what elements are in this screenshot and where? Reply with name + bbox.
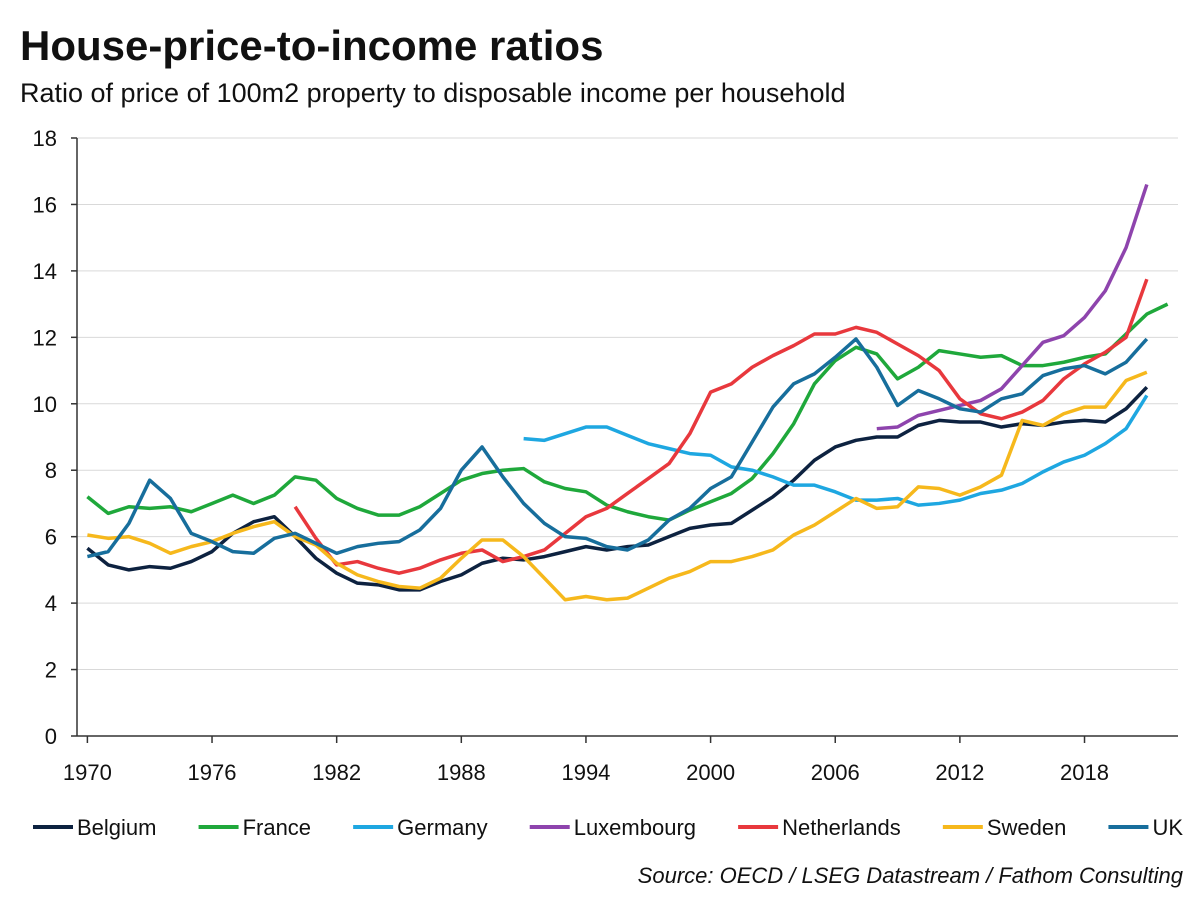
series-line xyxy=(86,337,1149,559)
legend-item: Sweden xyxy=(942,815,1067,840)
y-tick-label: 8 xyxy=(45,458,57,483)
source-note: Source: OECD / LSEG Datastream / Fathom … xyxy=(638,863,1184,888)
y-tick-label: 14 xyxy=(33,259,57,284)
y-tick-label: 18 xyxy=(33,126,57,151)
legend-item: France xyxy=(198,815,311,840)
x-tick-label: 2018 xyxy=(1060,760,1109,785)
series-line xyxy=(87,370,1148,602)
legend-label: Luxembourg xyxy=(574,815,696,840)
x-tick-label: 1970 xyxy=(63,760,112,785)
y-tick-label: 4 xyxy=(45,591,57,616)
series-line xyxy=(876,183,1149,431)
legend-item: UK xyxy=(1108,815,1183,840)
legend-item: Germany xyxy=(353,815,488,840)
x-tick-label: 1994 xyxy=(561,760,610,785)
y-tick-label: 6 xyxy=(45,525,57,550)
series-line xyxy=(523,394,1149,507)
y-tick-label: 16 xyxy=(33,192,57,217)
x-tick-label: 2006 xyxy=(811,760,860,785)
legend-label: Sweden xyxy=(987,815,1067,840)
legend-label: France xyxy=(243,815,311,840)
x-tick-label: 1982 xyxy=(312,760,361,785)
y-tick-label: 10 xyxy=(33,392,57,417)
y-tick-label: 2 xyxy=(45,658,57,683)
x-tick-label: 2012 xyxy=(935,760,984,785)
x-tick-label: 2000 xyxy=(686,760,735,785)
chart-subtitle: Ratio of price of 100m2 property to disp… xyxy=(20,78,846,108)
legend-label: Germany xyxy=(397,815,487,840)
x-tick-label: 1988 xyxy=(437,760,486,785)
legend: Belgium France Germany Luxembourg Netherland… xyxy=(33,815,1183,840)
chart-title: House-price-to-income ratios xyxy=(20,22,603,69)
series-line xyxy=(86,302,1169,522)
legend-item: Netherlands xyxy=(738,815,901,840)
y-tick-label: 0 xyxy=(45,724,57,749)
y-tick-label: 12 xyxy=(33,325,57,350)
legend-label: UK xyxy=(1152,815,1183,840)
x-tick-label: 1976 xyxy=(188,760,237,785)
legend-item: Luxembourg xyxy=(529,815,696,840)
legend-item: Belgium xyxy=(33,815,156,840)
series-line xyxy=(293,278,1149,575)
legend-label: Belgium xyxy=(77,815,156,840)
legend-label: Netherlands xyxy=(782,815,901,840)
